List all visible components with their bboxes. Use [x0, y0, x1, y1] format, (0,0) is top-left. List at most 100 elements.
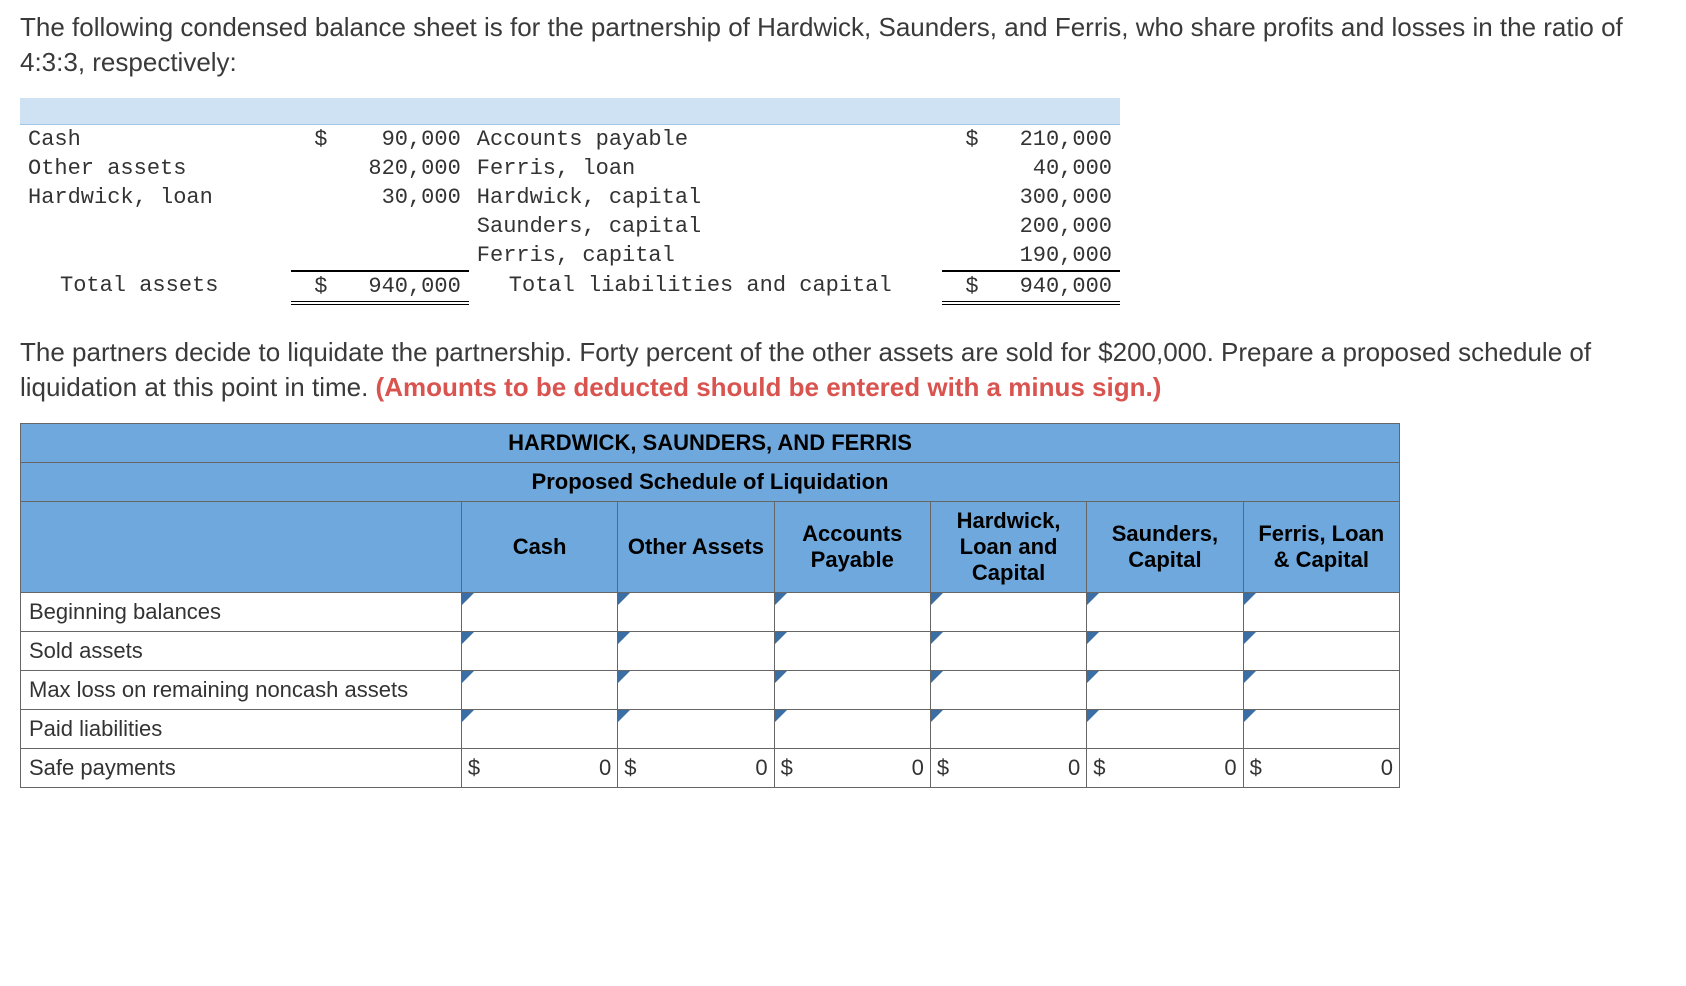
- safe-payment-value: 0: [797, 755, 924, 781]
- liq-row: Beginning balances: [21, 593, 1400, 632]
- liq-input-cell[interactable]: [461, 710, 617, 749]
- bs-right-value: 210,000: [987, 125, 1120, 154]
- liq-input-cell[interactable]: [774, 593, 930, 632]
- liq-input-cell[interactable]: $0: [1087, 749, 1243, 788]
- bs-right-dollar: [942, 212, 986, 241]
- liq-row: Sold assets: [21, 632, 1400, 671]
- dropdown-indicator-icon: [462, 710, 474, 722]
- liq-title-1: HARDWICK, SAUNDERS, AND FERRIS: [21, 424, 1400, 463]
- liq-input-cell[interactable]: [930, 710, 1086, 749]
- liq-input-cell[interactable]: [1087, 632, 1243, 671]
- liq-input-cell[interactable]: [1243, 632, 1399, 671]
- liq-row-label: Beginning balances: [21, 593, 462, 632]
- bs-left-value: [335, 212, 468, 241]
- liq-input-cell[interactable]: $0: [461, 749, 617, 788]
- liq-input-cell[interactable]: $0: [774, 749, 930, 788]
- liq-input-cell[interactable]: [1087, 671, 1243, 710]
- bs-left-dollar: [291, 154, 335, 183]
- liq-input-cell[interactable]: [1243, 710, 1399, 749]
- liq-input-cell[interactable]: [774, 671, 930, 710]
- liq-input-cell[interactable]: [461, 671, 617, 710]
- bs-total-left-dollar: $: [291, 271, 335, 303]
- dropdown-indicator-icon: [1244, 710, 1256, 722]
- dropdown-indicator-icon: [775, 710, 787, 722]
- dollar-sign: $: [1250, 755, 1266, 781]
- liq-row: Paid liabilities: [21, 710, 1400, 749]
- liq-row-label: Paid liabilities: [21, 710, 462, 749]
- liq-column-header: Ferris, Loan & Capital: [1243, 502, 1399, 593]
- bs-left-dollar: [291, 183, 335, 212]
- dropdown-indicator-icon: [618, 710, 630, 722]
- bs-left-value: 820,000: [335, 154, 468, 183]
- bs-right-label: Ferris, loan: [469, 154, 942, 183]
- bs-right-value: 200,000: [987, 212, 1120, 241]
- bs-left-dollar: [291, 241, 335, 271]
- bs-right-label: Saunders, capital: [469, 212, 942, 241]
- dollar-sign: $: [468, 755, 484, 781]
- dropdown-indicator-icon: [931, 710, 943, 722]
- liq-row: Safe payments$0$0$0$0$0$0: [21, 749, 1400, 788]
- liq-input-cell[interactable]: [461, 593, 617, 632]
- dropdown-indicator-icon: [462, 671, 474, 683]
- liq-input-cell[interactable]: [1087, 710, 1243, 749]
- liq-input-cell[interactable]: [930, 632, 1086, 671]
- balance-row: Hardwick, loan30,000Hardwick, capital300…: [20, 183, 1120, 212]
- bs-right-dollar: [942, 241, 986, 271]
- balance-total-row: Total assets$940,000Total liabilities an…: [20, 271, 1120, 303]
- liq-input-cell[interactable]: [618, 593, 774, 632]
- liq-input-cell[interactable]: [618, 710, 774, 749]
- dropdown-indicator-icon: [1244, 671, 1256, 683]
- bs-left-value: 30,000: [335, 183, 468, 212]
- balance-row: Saunders, capital 200,000: [20, 212, 1120, 241]
- dropdown-indicator-icon: [931, 671, 943, 683]
- balance-row: Other assets 820,000Ferris, loan 40,000: [20, 154, 1120, 183]
- dollar-sign: $: [1093, 755, 1109, 781]
- intro-paragraph: The following condensed balance sheet is…: [20, 10, 1666, 80]
- liq-input-cell[interactable]: [1087, 593, 1243, 632]
- liq-column-header: Hardwick, Loan and Capital: [930, 502, 1086, 593]
- bs-right-value: 40,000: [987, 154, 1120, 183]
- liq-input-cell[interactable]: [774, 710, 930, 749]
- bs-total-right-value: 940,000: [987, 271, 1120, 303]
- liq-input-cell[interactable]: $0: [1243, 749, 1399, 788]
- liq-row-label: Max loss on remaining noncash assets: [21, 671, 462, 710]
- liq-input-cell[interactable]: $0: [618, 749, 774, 788]
- safe-payment-value: 0: [1266, 755, 1393, 781]
- bs-right-dollar: [942, 154, 986, 183]
- liq-input-cell[interactable]: [1243, 593, 1399, 632]
- liq-input-cell[interactable]: [461, 632, 617, 671]
- bs-right-label: Accounts payable: [469, 125, 942, 154]
- dropdown-indicator-icon: [618, 632, 630, 644]
- liq-row-label: Safe payments: [21, 749, 462, 788]
- liq-input-cell[interactable]: [930, 671, 1086, 710]
- instruction-paragraph: The partners decide to liquidate the par…: [20, 335, 1666, 405]
- bs-left-label: Other assets: [20, 154, 291, 183]
- bs-left-dollar: [291, 212, 335, 241]
- balance-row: Ferris, capital190,000: [20, 241, 1120, 271]
- dropdown-indicator-icon: [1244, 632, 1256, 644]
- liq-input-cell[interactable]: [618, 671, 774, 710]
- dropdown-indicator-icon: [775, 632, 787, 644]
- liq-input-cell[interactable]: [1243, 671, 1399, 710]
- dropdown-indicator-icon: [1087, 671, 1099, 683]
- dropdown-indicator-icon: [931, 632, 943, 644]
- bs-left-value: 90,000: [335, 125, 468, 154]
- safe-payment-value: 0: [953, 755, 1080, 781]
- bs-right-value: 300,000: [987, 183, 1120, 212]
- liq-input-cell[interactable]: $0: [930, 749, 1086, 788]
- dropdown-indicator-icon: [1087, 593, 1099, 605]
- liq-column-header: Other Assets: [618, 502, 774, 593]
- bs-right-value: 190,000: [987, 241, 1120, 271]
- liq-input-cell[interactable]: [618, 632, 774, 671]
- bs-total-left-value: 940,000: [335, 271, 468, 303]
- bs-left-dollar: $: [291, 125, 335, 154]
- balance-sheet-header-bar: [20, 98, 1120, 125]
- dropdown-indicator-icon: [462, 632, 474, 644]
- dollar-sign: $: [937, 755, 953, 781]
- bs-left-value: [335, 241, 468, 271]
- liq-input-cell[interactable]: [930, 593, 1086, 632]
- dropdown-indicator-icon: [1087, 710, 1099, 722]
- dropdown-indicator-icon: [462, 593, 474, 605]
- liq-input-cell[interactable]: [774, 632, 930, 671]
- balance-row: Cash$90,000Accounts payable$210,000: [20, 125, 1120, 154]
